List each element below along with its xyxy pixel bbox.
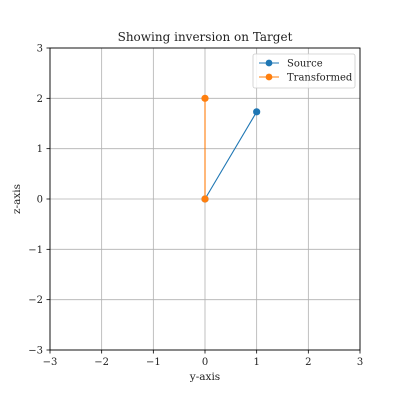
chart-title: Showing inversion on Target <box>118 30 293 44</box>
legend-label: Source <box>287 59 323 70</box>
y-tick-label: 1 <box>37 144 43 155</box>
plot-series <box>201 94 261 203</box>
x-tick-label: 2 <box>305 357 311 368</box>
x-tick-label: 0 <box>202 357 208 368</box>
x-tick-label: 3 <box>357 357 363 368</box>
x-tick-label: −3 <box>43 357 58 368</box>
series-line <box>204 111 258 200</box>
x-axis-label: y-axis <box>189 371 220 383</box>
x-tick-label: −2 <box>94 357 109 368</box>
x-tick-label: 1 <box>253 357 259 368</box>
legend-marker <box>265 59 273 67</box>
y-tick-label: −2 <box>28 295 43 306</box>
y-tick-label: 0 <box>37 195 43 206</box>
y-axis-label: z-axis <box>11 184 23 214</box>
x-tick-label: −1 <box>146 357 161 368</box>
y-tick-label: −1 <box>28 245 43 256</box>
series-point <box>253 108 261 116</box>
legend-label: Transformed <box>287 73 353 84</box>
axes: −3 −2 −1 0 1 2 3 −3 −2 −1 0 1 2 3 <box>28 44 363 369</box>
legend-marker <box>265 73 273 81</box>
series-point <box>201 195 209 203</box>
series-point <box>201 94 209 102</box>
y-tick-label: −3 <box>28 346 43 357</box>
legend: Source Transformed <box>252 53 356 89</box>
y-tick-label: 2 <box>37 94 43 105</box>
y-tick-label: 3 <box>37 44 43 55</box>
